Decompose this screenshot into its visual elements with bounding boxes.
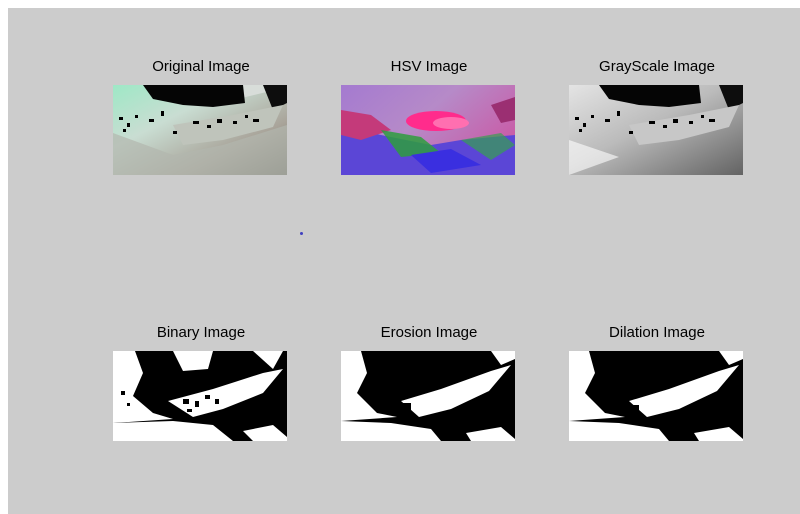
erosion-image: [341, 351, 515, 441]
grayscale-image: [569, 85, 743, 175]
panel-title: Dilation Image: [609, 324, 705, 341]
dilation-image: [569, 351, 743, 441]
panel-title: Erosion Image: [380, 324, 478, 341]
hsv-image: [341, 85, 515, 175]
original-image: [113, 85, 287, 175]
panel-title: Binary Image: [156, 324, 246, 341]
panel-title: Original Image: [152, 58, 250, 75]
panel-title: HSV Image: [390, 58, 468, 75]
binary-image: [113, 351, 287, 441]
panel-title: GrayScale Image: [599, 58, 715, 75]
stray-dot: [300, 232, 303, 235]
